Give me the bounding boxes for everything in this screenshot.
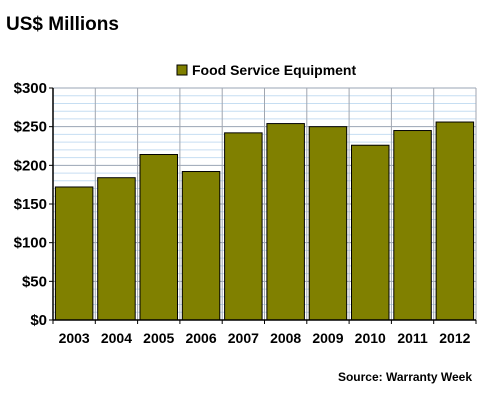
bars — [54, 121, 475, 321]
axes — [52, 88, 476, 321]
y-axis-ticks: $0 $50 $100 $150 $200 $250 $300 — [14, 80, 53, 329]
chart-title: US$ Millions — [6, 14, 119, 35]
x-tick-label: 2004 — [101, 330, 132, 346]
y-tick-label: $100 — [14, 235, 47, 252]
x-tick-label: 2003 — [59, 330, 90, 346]
bar-2003 — [54, 186, 94, 321]
legend: Food Service Equipment — [176, 62, 356, 78]
bar-2007 — [224, 132, 263, 321]
legend-label: Food Service Equipment — [192, 62, 356, 78]
vertical-grid — [94, 88, 477, 320]
bar-2012 — [435, 121, 475, 321]
x-tick-label: 2006 — [185, 330, 216, 346]
bar-2008 — [266, 123, 305, 321]
bar-2010 — [351, 144, 390, 321]
x-tick-label: 2007 — [228, 330, 259, 346]
legend-swatch — [176, 64, 188, 76]
x-tick-label: 2008 — [270, 330, 301, 346]
x-tick-label: 2005 — [143, 330, 174, 346]
bar-2005 — [139, 154, 178, 321]
x-tick-label: 2012 — [439, 330, 470, 346]
y-tick-label: $300 — [14, 80, 47, 97]
x-axis-ticks: 2003 2004 2005 2006 2007 2008 2009 2010 2011 2012 — [52, 320, 477, 346]
x-tick-label: 2011 — [397, 330, 428, 346]
bar-2011 — [393, 130, 432, 321]
x-tick-label: 2009 — [312, 330, 343, 346]
bar-2009 — [308, 126, 348, 321]
y-tick-label: $200 — [14, 157, 47, 174]
y-tick-label: $0 — [30, 312, 47, 329]
y-tick-label: $250 — [14, 119, 47, 136]
bar-2004 — [97, 177, 136, 321]
y-tick-label: $50 — [22, 273, 47, 290]
source-note: Source: Warranty Week — [338, 370, 472, 384]
x-tick-label: 2010 — [355, 330, 386, 346]
y-tick-label: $150 — [14, 196, 47, 213]
bar-2006 — [181, 171, 221, 321]
